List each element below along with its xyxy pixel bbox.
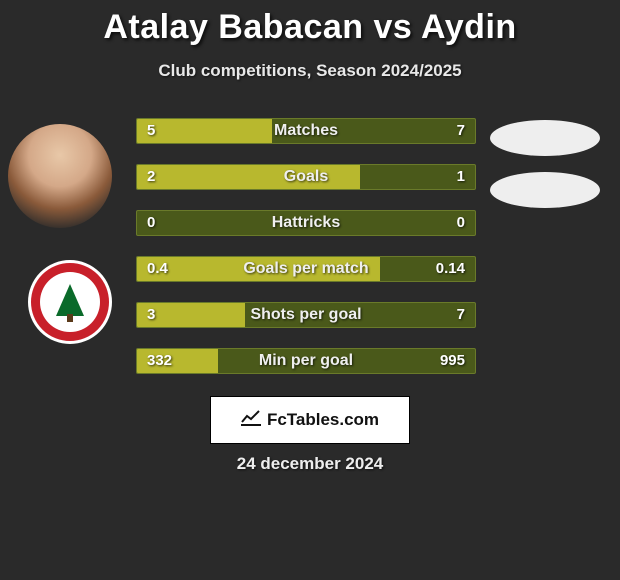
value-left: 3: [147, 306, 155, 323]
club-badge: [28, 260, 112, 344]
tree-icon: [56, 284, 84, 316]
stat-bar: 2Goals1: [136, 164, 476, 190]
brand-text: FcTables.com: [267, 410, 379, 430]
value-left: 332: [147, 352, 172, 369]
stat-bar: 0Hattricks0: [136, 210, 476, 236]
value-left: 5: [147, 122, 155, 139]
stat-bar: 5Matches7: [136, 118, 476, 144]
value-right: 1: [457, 168, 465, 185]
value-right: 995: [440, 352, 465, 369]
value-right: 7: [457, 306, 465, 323]
bar-label: Hattricks: [137, 214, 475, 232]
stats-bars: 5Matches7 2Goals1 0Hattricks0 0.4Goals per …: [136, 118, 476, 394]
brand-box: FcTables.com: [210, 396, 410, 444]
right-ellipse: [490, 120, 600, 156]
value-right: 7: [457, 122, 465, 139]
page-title: Atalay Babacan vs Aydin: [0, 0, 620, 47]
value-right: 0.14: [436, 260, 465, 277]
date-text: 24 december 2024: [0, 454, 620, 474]
player-avatar: [8, 124, 112, 228]
stat-bar: 0.4Goals per match0.14: [136, 256, 476, 282]
bar-fill: [137, 119, 272, 143]
stat-bar: 332Min per goal995: [136, 348, 476, 374]
value-left: 0: [147, 214, 155, 231]
value-right: 0: [457, 214, 465, 231]
value-left: 2: [147, 168, 155, 185]
right-ellipse: [490, 172, 600, 208]
chart-icon: [241, 410, 261, 431]
club-badge-inner: [40, 272, 100, 332]
value-left: 0.4: [147, 260, 168, 277]
bar-fill: [137, 165, 360, 189]
subtitle: Club competitions, Season 2024/2025: [0, 61, 620, 81]
bar-fill: [137, 257, 380, 281]
stat-bar: 3Shots per goal7: [136, 302, 476, 328]
